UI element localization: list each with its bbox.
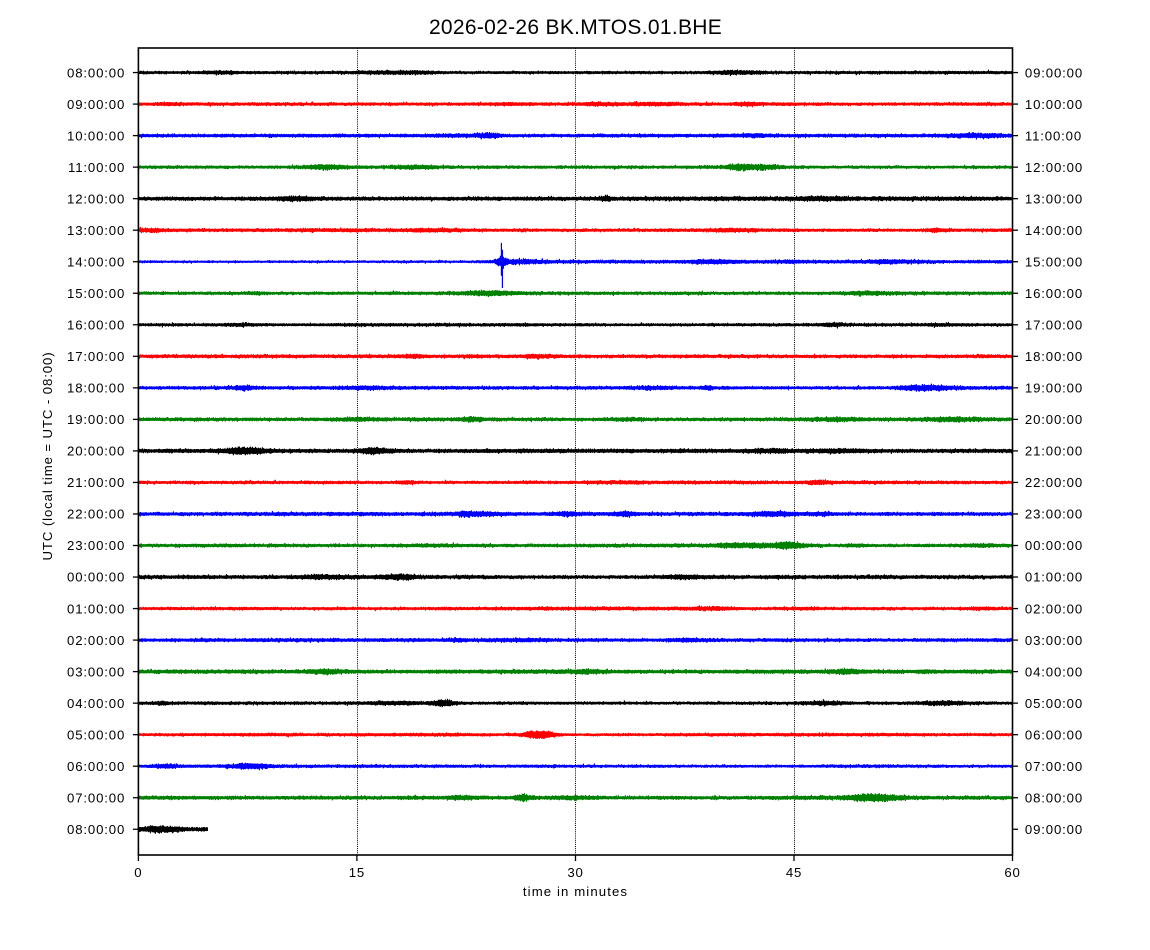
svg-text:02:00:00: 02:00:00: [67, 633, 125, 648]
svg-text:01:00:00: 01:00:00: [1025, 570, 1083, 585]
svg-text:19:00:00: 19:00:00: [1025, 381, 1083, 396]
svg-text:time in minutes: time in minutes: [523, 884, 628, 899]
svg-text:09:00:00: 09:00:00: [1025, 822, 1083, 837]
svg-text:20:00:00: 20:00:00: [1025, 412, 1083, 427]
svg-text:14:00:00: 14:00:00: [67, 254, 125, 269]
svg-text:04:00:00: 04:00:00: [67, 696, 125, 711]
svg-text:03:00:00: 03:00:00: [67, 664, 125, 679]
svg-text:07:00:00: 07:00:00: [1025, 759, 1083, 774]
svg-text:18:00:00: 18:00:00: [1025, 349, 1083, 364]
svg-text:09:00:00: 09:00:00: [67, 97, 125, 112]
svg-text:60: 60: [1004, 865, 1020, 880]
svg-text:05:00:00: 05:00:00: [1025, 696, 1083, 711]
svg-text:UTC (local time = UTC - 08:00): UTC (local time = UTC - 08:00): [40, 351, 55, 560]
svg-text:22:00:00: 22:00:00: [1025, 475, 1083, 490]
svg-text:30: 30: [567, 865, 583, 880]
svg-text:01:00:00: 01:00:00: [67, 601, 125, 616]
svg-text:15:00:00: 15:00:00: [1025, 254, 1083, 269]
svg-text:00:00:00: 00:00:00: [67, 570, 125, 585]
svg-text:02:00:00: 02:00:00: [1025, 601, 1083, 616]
svg-text:11:00:00: 11:00:00: [68, 160, 125, 175]
svg-text:21:00:00: 21:00:00: [67, 475, 125, 490]
svg-text:2026-02-26 BK.MTOS.01.BHE: 2026-02-26 BK.MTOS.01.BHE: [429, 16, 722, 39]
svg-text:16:00:00: 16:00:00: [1025, 286, 1083, 301]
svg-text:05:00:00: 05:00:00: [67, 727, 125, 742]
svg-text:19:00:00: 19:00:00: [67, 412, 125, 427]
svg-text:08:00:00: 08:00:00: [1025, 790, 1083, 805]
svg-text:13:00:00: 13:00:00: [67, 223, 125, 238]
svg-text:23:00:00: 23:00:00: [1025, 507, 1083, 522]
svg-text:23:00:00: 23:00:00: [67, 538, 125, 553]
svg-text:15:00:00: 15:00:00: [67, 286, 125, 301]
svg-text:07:00:00: 07:00:00: [67, 790, 125, 805]
svg-text:03:00:00: 03:00:00: [1025, 633, 1083, 648]
svg-text:00:00:00: 00:00:00: [1025, 538, 1083, 553]
svg-text:16:00:00: 16:00:00: [67, 317, 125, 332]
svg-text:22:00:00: 22:00:00: [67, 507, 125, 522]
svg-text:09:00:00: 09:00:00: [1025, 65, 1083, 80]
svg-text:06:00:00: 06:00:00: [67, 759, 125, 774]
svg-text:45: 45: [786, 865, 802, 880]
svg-text:04:00:00: 04:00:00: [1025, 664, 1083, 679]
svg-text:08:00:00: 08:00:00: [67, 65, 125, 80]
svg-text:13:00:00: 13:00:00: [1025, 191, 1083, 206]
svg-text:08:00:00: 08:00:00: [67, 822, 125, 837]
svg-text:0: 0: [134, 865, 142, 880]
svg-text:10:00:00: 10:00:00: [1025, 97, 1083, 112]
svg-text:11:00:00: 11:00:00: [1025, 128, 1082, 143]
svg-text:14:00:00: 14:00:00: [1025, 223, 1083, 238]
svg-text:21:00:00: 21:00:00: [1025, 444, 1083, 459]
svg-text:17:00:00: 17:00:00: [1025, 317, 1083, 332]
svg-text:15: 15: [349, 865, 365, 880]
svg-text:12:00:00: 12:00:00: [1025, 160, 1083, 175]
svg-text:20:00:00: 20:00:00: [67, 444, 125, 459]
svg-text:10:00:00: 10:00:00: [67, 128, 125, 143]
svg-text:12:00:00: 12:00:00: [67, 191, 125, 206]
svg-text:17:00:00: 17:00:00: [67, 349, 125, 364]
svg-text:06:00:00: 06:00:00: [1025, 727, 1083, 742]
svg-text:18:00:00: 18:00:00: [67, 381, 125, 396]
